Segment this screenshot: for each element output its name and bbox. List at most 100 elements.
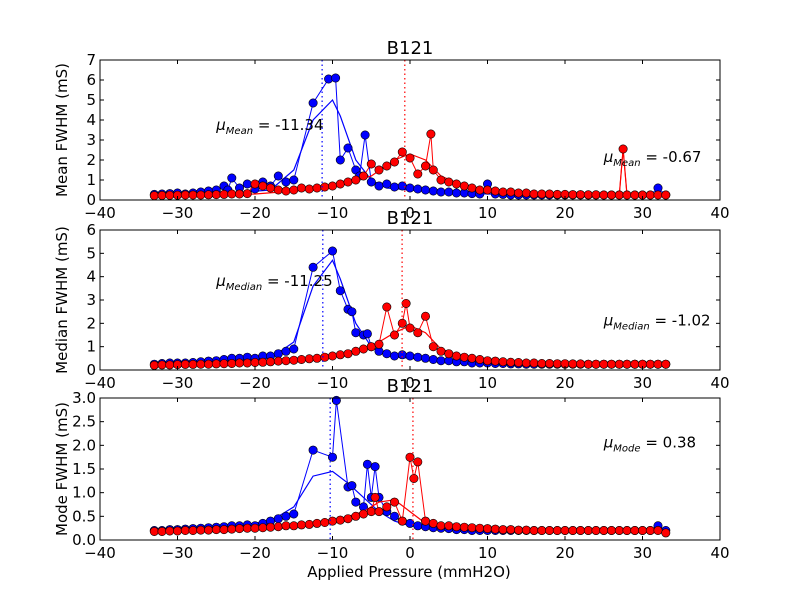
chart-3-series-1-point <box>327 452 337 462</box>
chart-2-series-2-point <box>451 351 461 361</box>
chart-3-x-tick-label: −20 <box>239 544 271 562</box>
chart-3-x-tick-label: −40 <box>84 544 116 562</box>
chart-2-series-2-point <box>312 353 322 363</box>
chart-2-series-2-point <box>320 352 330 362</box>
chart-1-series-1-point <box>360 130 370 140</box>
chart-3-y-tick-label: 3.0 <box>72 389 96 407</box>
chart-3-y-tick-label: 2.0 <box>72 436 96 454</box>
chart-1-series-2-point <box>211 190 221 200</box>
chart-1-series-2-point <box>413 169 423 179</box>
chart-2-series-2-point <box>227 358 237 368</box>
chart-2-y-tick-label: 2 <box>86 314 96 332</box>
chart-1-series-2-point <box>351 175 361 185</box>
chart-2-series-2-point <box>382 302 392 312</box>
chart-1-series-2-point <box>591 190 601 200</box>
chart-3-series-2-point <box>444 521 454 531</box>
chart-1-series-2-point <box>599 190 609 200</box>
chart-1-series-2-point <box>204 190 214 200</box>
chart-3-series-2-point <box>413 457 423 467</box>
chart-3-series-2-point <box>180 525 190 535</box>
chart-1-series-2-point <box>575 190 585 200</box>
chart-2-series-2-point <box>296 354 306 364</box>
chart-3-series-2-point <box>374 507 384 517</box>
chart-2-series-2-point <box>327 351 337 361</box>
chart-3-x-tick-label: 40 <box>710 544 729 562</box>
chart-1-series-2-point <box>451 179 461 189</box>
chart-3-y-tick-label: 0.0 <box>72 531 96 549</box>
chart-1-plot-area <box>100 60 720 200</box>
mu-value: = -1.02 <box>650 312 711 330</box>
chart-2-series-2-point <box>467 353 477 363</box>
chart-3-x-tick-label: 10 <box>478 544 497 562</box>
chart-2-x-tick-label: 20 <box>555 374 574 392</box>
chart-1-series-2-point <box>358 171 368 181</box>
chart-3-series-2-point <box>227 524 237 534</box>
chart-3-series-2-point <box>235 524 245 534</box>
chart-2-series-1-point <box>347 307 357 317</box>
chart-1-series-2-point <box>304 184 314 194</box>
chart-3-series-2-point <box>645 525 655 535</box>
chart-1-series-2-point <box>327 181 337 191</box>
chart-3-series-2-point <box>405 452 415 462</box>
chart-1-series-2-point <box>273 185 283 195</box>
chart-2-x-tick-label: −30 <box>162 374 194 392</box>
chart-2-series-2-point <box>397 318 407 328</box>
chart-1-series-2-point <box>258 181 268 191</box>
chart-2-series-2-point <box>204 359 214 369</box>
chart-3-series-2-point <box>436 521 446 531</box>
mu-subscript: Median <box>226 282 262 293</box>
mu-value: = -11.25 <box>262 272 332 290</box>
chart-1-series-1-point <box>335 155 345 165</box>
chart-1-series-2-point <box>630 190 640 200</box>
chart-2-series-1-point <box>405 351 415 361</box>
chart-2-series-2-point <box>180 359 190 369</box>
chart-3-y-tick-label: 1.0 <box>72 484 96 502</box>
chart-3-series-2-point <box>258 523 268 533</box>
chart-1-series-1-point <box>382 179 392 189</box>
chart-2-series-1-point <box>289 344 299 354</box>
chart-1-x-tick-label: 40 <box>710 204 729 222</box>
chart-1-series-2-point <box>281 186 291 196</box>
chart-2-series-2-point <box>413 328 423 338</box>
chart-1-mu-annotation-red: μMean = -0.67 <box>603 148 702 169</box>
chart-1-series-2-point <box>312 183 322 193</box>
chart-3-series-2-point <box>482 524 492 534</box>
chart-3-series-2-point <box>513 525 523 535</box>
chart-2-x-tick-label: 0 <box>405 374 415 392</box>
chart-3-series-2-point <box>498 525 508 535</box>
chart-2-series-2-point <box>165 360 175 370</box>
chart-2-series-2-point <box>188 359 198 369</box>
chart-3-series-2-point <box>165 526 175 536</box>
chart-2-series-2-point <box>281 356 291 366</box>
chart-1-series-1-point <box>405 183 415 193</box>
chart-3-series-2-point <box>370 492 380 502</box>
chart-3-series-2-point <box>544 525 554 535</box>
chart-3-series-1-point <box>370 462 380 472</box>
chart-2-series-2-point <box>258 357 268 367</box>
chart-3-series-2-point <box>630 525 640 535</box>
chart-3-series-2-point <box>366 507 376 517</box>
mu-symbol: μ <box>215 116 226 134</box>
chart-2-x-tick-label: −40 <box>84 374 116 392</box>
chart-1-series-2-point <box>653 190 663 200</box>
chart-2-series-2-point <box>211 359 221 369</box>
chart-1-series-1-point <box>451 188 461 198</box>
chart-1-x-tick-label: 30 <box>633 204 652 222</box>
chart-3-series-2-point <box>653 525 663 535</box>
chart-2-series-2-point <box>358 344 368 354</box>
mu-subscript: Mean <box>226 126 253 137</box>
chart-3-series-2-point <box>304 519 314 529</box>
chart-1-series-2-point <box>366 159 376 169</box>
chart-2-series-1-point <box>420 353 430 363</box>
chart-1-series-2-point <box>265 183 275 193</box>
chart-1-series-2-point <box>242 189 252 199</box>
chart-2-y-tick-label: 4 <box>86 268 96 286</box>
x-axis-label: Applied Pressure (mmH2O) <box>307 563 511 581</box>
chart-2-y-tick-label: 5 <box>86 244 96 262</box>
chart-1-mu-annotation-blue: μMean = -11.34 <box>215 116 323 137</box>
chart-2-series-2-point <box>568 359 578 369</box>
chart-1-y-tick-label: 2 <box>86 151 96 169</box>
chart-1-series-1-point <box>289 175 299 185</box>
chart-2-y-tick-label: 0 <box>86 361 96 379</box>
chart-1-series-2-point <box>521 188 531 198</box>
